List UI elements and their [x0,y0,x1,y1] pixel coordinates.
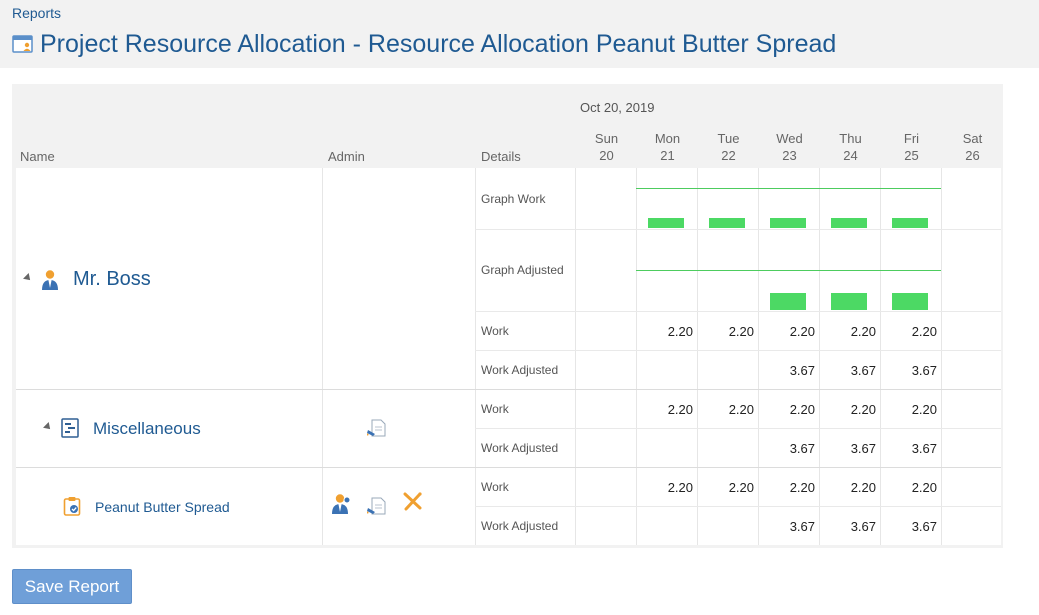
value-cell: 2.20 [728,480,754,495]
task-name[interactable]: Peanut Butter Spread [95,499,230,515]
value-cell: 3.67 [911,441,937,456]
grid-line [475,428,1001,429]
graph-bar [770,218,806,228]
value-cell: 2.20 [667,402,693,417]
grid-line [697,168,698,545]
value-cell: 2.20 [789,480,815,495]
save-report-button[interactable]: Save Report [12,569,132,604]
assign-person-icon[interactable] [331,493,351,515]
value-cell: 3.67 [911,363,937,378]
title-row: Project Resource Allocation - Resource A… [12,28,836,60]
detail-label: Work Adjusted [481,519,559,533]
detail-label: Work Adjusted [481,363,559,377]
grid-line [575,168,576,545]
column-header-name: Name [20,149,55,164]
remove-icon[interactable] [403,492,423,512]
grid-line [475,311,1001,312]
value-cell: 3.67 [850,441,876,456]
graph-bar [892,218,928,228]
value-cell: 2.20 [850,324,876,339]
grid-line [322,168,323,545]
day-header-thu: Thu 24 [839,131,862,163]
graph-capacity-line [636,188,941,189]
value-cell: 3.67 [789,363,815,378]
grid-line [880,168,881,545]
row-divider [16,389,1001,390]
collapse-toggle-resource[interactable] [23,273,33,283]
column-header-details: Details [481,149,521,164]
value-cell: 2.20 [667,480,693,495]
grid-line [475,350,1001,351]
detail-label: Work [481,324,509,338]
breadcrumb-reports[interactable]: Reports [12,5,62,21]
row-divider [16,467,1001,468]
graph-bar [770,293,806,310]
grid-line [475,229,1001,230]
value-cell: 3.67 [789,441,815,456]
grid-line [475,506,1001,507]
value-cell: 3.67 [850,519,876,534]
grid-line [819,168,820,545]
grid-line [941,168,942,545]
page-title: Project Resource Allocation - Resource A… [40,29,837,58]
grid-line [758,168,759,545]
graph-capacity-line [636,270,941,271]
day-header-mon: Mon 21 [654,131,681,163]
person-icon [42,270,58,290]
value-cell: 2.20 [850,402,876,417]
day-header-sat: Sat 26 [962,131,983,163]
value-cell: 3.67 [911,519,937,534]
value-cell: 2.20 [667,324,693,339]
calendar-resource-icon [12,35,33,53]
day-header-tue: Tue 22 [717,131,740,163]
graph-bar [831,293,867,310]
collapse-toggle-project[interactable] [43,422,53,432]
detail-label: Work [481,402,509,416]
project-name[interactable]: Miscellaneous [93,419,201,438]
resource-allocation-report: Name Admin Details Oct 20, 2019 Sun 20 Mo… [12,84,1003,548]
gantt-icon [61,418,79,438]
value-cell: 2.20 [911,480,937,495]
detail-label: Graph Work [481,192,546,206]
graph-bar [648,218,684,228]
value-cell: 2.20 [789,324,815,339]
grid-line [475,168,476,545]
clipboard-check-icon [63,497,81,516]
value-cell: 3.67 [789,519,815,534]
value-cell: 2.20 [911,324,937,339]
detail-label: Work [481,480,509,494]
report-body: Mr. Boss Graph Work Graph Adjusted Work … [16,168,1001,545]
value-cell: 2.20 [850,480,876,495]
week-date-label: Oct 20, 2019 [580,100,655,115]
edit-note-icon[interactable] [367,496,387,516]
day-header-fri: Fri 25 [903,131,920,163]
column-header-admin: Admin [328,149,365,164]
detail-label: Graph Adjusted [481,263,564,277]
resource-name[interactable]: Mr. Boss [73,268,151,290]
edit-note-icon[interactable] [367,418,387,438]
value-cell: 2.20 [728,402,754,417]
day-header-sun: Sun 20 [594,131,619,163]
value-cell: 2.20 [911,402,937,417]
grid-line [636,168,637,545]
graph-bar [831,218,867,228]
graph-bar [892,293,928,310]
value-cell: 2.20 [728,324,754,339]
value-cell: 2.20 [789,402,815,417]
page-header: Reports Project Resource Allocation - Re… [0,0,1039,68]
detail-label: Work Adjusted [481,441,559,455]
graph-bar [709,218,745,228]
value-cell: 3.67 [850,363,876,378]
day-header-wed: Wed 23 [776,131,803,163]
